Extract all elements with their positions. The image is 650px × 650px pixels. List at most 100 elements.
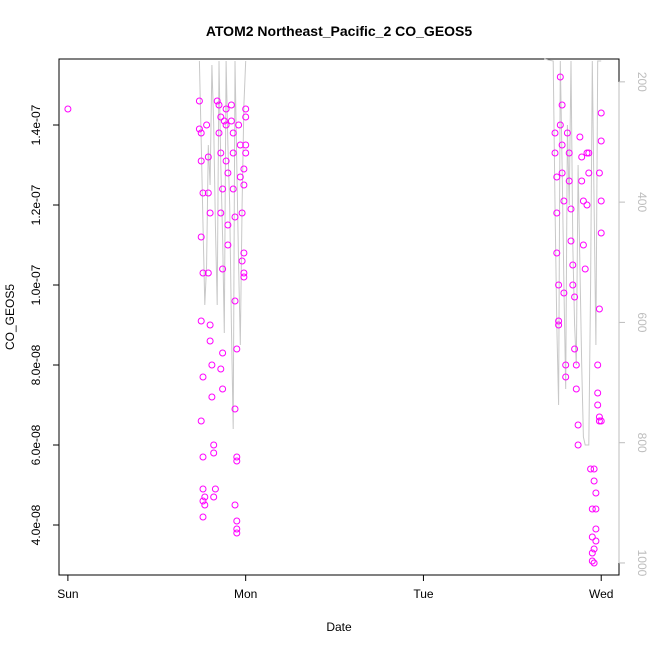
data-point bbox=[574, 421, 582, 429]
data-point bbox=[595, 169, 603, 177]
data-point bbox=[199, 513, 207, 521]
data-point bbox=[578, 177, 586, 185]
data-point bbox=[210, 449, 218, 457]
data-point bbox=[569, 261, 577, 269]
x-tick-label: Sun bbox=[57, 587, 78, 601]
data-point bbox=[199, 189, 207, 197]
secondary-y-axis: 200 400 600 800 1000 bbox=[618, 72, 649, 577]
data-point bbox=[233, 529, 241, 537]
data-point bbox=[555, 281, 563, 289]
data-point bbox=[219, 265, 227, 273]
data-point bbox=[592, 505, 600, 513]
data-point bbox=[240, 269, 248, 277]
data-point bbox=[597, 109, 605, 117]
data-point bbox=[562, 361, 570, 369]
data-point bbox=[579, 241, 587, 249]
chart-title: ATOM2 Northeast_Pacific_2 CO_GEOS5 bbox=[206, 23, 473, 39]
data-point bbox=[219, 185, 227, 193]
data-point bbox=[197, 157, 205, 165]
data-point bbox=[229, 129, 237, 137]
data-point bbox=[592, 489, 600, 497]
data-point bbox=[224, 241, 232, 249]
data-point bbox=[597, 197, 605, 205]
data-point bbox=[553, 249, 561, 257]
data-point bbox=[558, 141, 566, 149]
data-point bbox=[569, 281, 577, 289]
data-point bbox=[231, 501, 239, 509]
data-point bbox=[231, 405, 239, 413]
data-point bbox=[572, 385, 580, 393]
data-point bbox=[238, 257, 246, 265]
data-point bbox=[597, 137, 605, 145]
data-point bbox=[233, 517, 241, 525]
y2-tick-label: 400 bbox=[635, 192, 649, 212]
data-point bbox=[576, 133, 584, 141]
data-point bbox=[597, 417, 605, 425]
data-point bbox=[560, 197, 568, 205]
y-tick-label: 8.0e-08 bbox=[29, 344, 43, 385]
data-point bbox=[581, 265, 589, 273]
data-point bbox=[215, 129, 223, 137]
data-point bbox=[208, 393, 216, 401]
y2-tick-label: 1000 bbox=[635, 550, 649, 577]
data-point bbox=[235, 121, 243, 129]
data-point bbox=[229, 149, 237, 157]
data-point bbox=[556, 73, 564, 81]
data-point bbox=[195, 125, 203, 133]
data-point bbox=[594, 361, 602, 369]
data-point bbox=[240, 273, 248, 281]
data-point bbox=[571, 345, 579, 353]
y-axis-label: CO_GEOS5 bbox=[3, 284, 17, 350]
data-point bbox=[206, 209, 214, 217]
y2-tick-label: 200 bbox=[635, 72, 649, 92]
data-point bbox=[231, 297, 239, 305]
data-point bbox=[199, 485, 207, 493]
data-point bbox=[206, 321, 214, 329]
data-point bbox=[217, 149, 225, 157]
series-line-segment-1 bbox=[198, 60, 247, 430]
data-point bbox=[201, 501, 209, 509]
data-point bbox=[210, 493, 218, 501]
data-point bbox=[242, 141, 250, 149]
data-point bbox=[199, 497, 207, 505]
data-point bbox=[242, 105, 250, 113]
data-point bbox=[233, 525, 241, 533]
data-point bbox=[224, 169, 232, 177]
x-axis-label: Date bbox=[326, 620, 352, 634]
data-point bbox=[558, 169, 566, 177]
data-point bbox=[208, 361, 216, 369]
data-point bbox=[562, 373, 570, 381]
data-point bbox=[220, 117, 228, 125]
data-point bbox=[592, 525, 600, 533]
data-point bbox=[579, 197, 587, 205]
data-point bbox=[556, 121, 564, 129]
data-point bbox=[64, 105, 72, 113]
data-point bbox=[572, 361, 580, 369]
data-point bbox=[197, 317, 205, 325]
data-point bbox=[219, 385, 227, 393]
data-point bbox=[567, 205, 575, 213]
data-point bbox=[567, 237, 575, 245]
data-point bbox=[590, 545, 598, 553]
data-point bbox=[583, 201, 591, 209]
y-tick-label: 4.0e-08 bbox=[29, 504, 43, 545]
data-point bbox=[594, 401, 602, 409]
data-point bbox=[199, 373, 207, 381]
data-point bbox=[563, 129, 571, 137]
data-point bbox=[222, 105, 230, 113]
data-point bbox=[553, 209, 561, 217]
data-point bbox=[204, 153, 212, 161]
data-point bbox=[236, 141, 244, 149]
plot-frame bbox=[58, 58, 620, 576]
data-point bbox=[590, 465, 598, 473]
data-point bbox=[233, 345, 241, 353]
data-point bbox=[219, 349, 227, 357]
y-tick-label: 1.0e-07 bbox=[29, 264, 43, 305]
data-point bbox=[222, 157, 230, 165]
data-point bbox=[588, 533, 596, 541]
data-point bbox=[217, 209, 225, 217]
data-point bbox=[242, 113, 250, 121]
data-point bbox=[199, 453, 207, 461]
x-tick-label: Mon bbox=[234, 587, 257, 601]
